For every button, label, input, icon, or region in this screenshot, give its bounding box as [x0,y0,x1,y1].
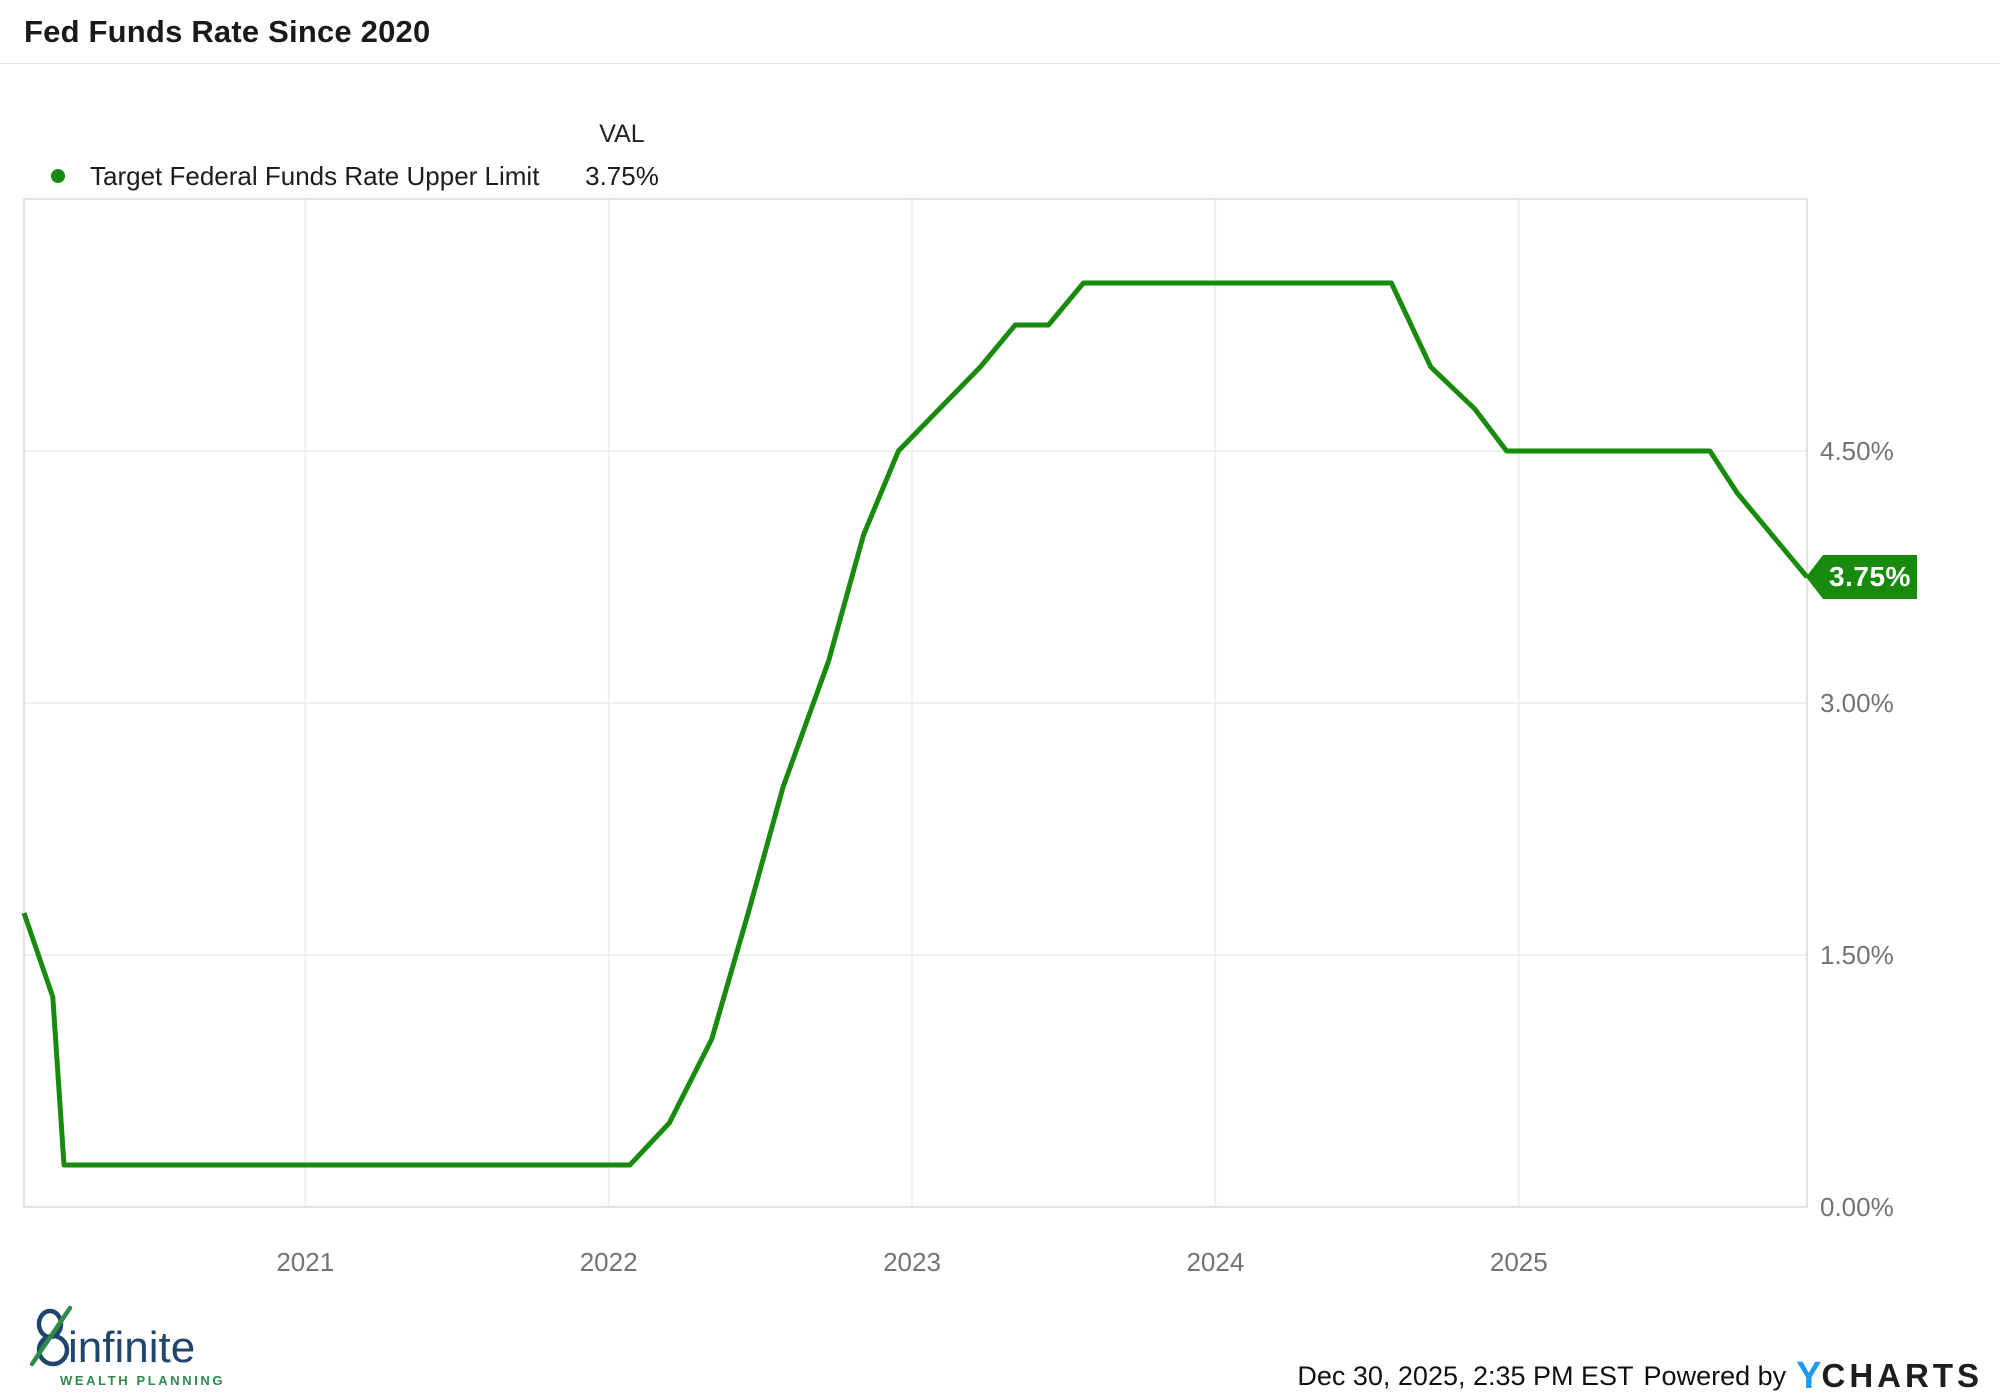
legend-series-label: Target Federal Funds Rate Upper Limit [90,161,540,191]
plot-border [23,198,1808,1208]
infinite-logo-graphic: infinite WEALTH PLANNING [29,1305,225,1388]
y-axis-label: 4.50% [1820,436,1894,466]
y-axis-label: 0.00% [1820,1192,1894,1222]
infinity-dollar-glyph [29,1305,73,1367]
logo-word: infinite [68,1323,195,1372]
timestamp: Dec 30, 2025, 2:35 PM EST [1297,1360,1634,1391]
y-axis-label: 3.00% [1820,688,1894,718]
x-axis-label: 2025 [1489,1247,1548,1277]
ycharts-logo: Y CHARTS [1796,1355,1983,1393]
series-line [21,280,1809,1168]
x-axis-label: 2021 [276,1247,335,1277]
infinite-wealth-planning-logo: infinite WEALTH PLANNING [26,1294,256,1393]
legend-series-value: 3.75% [585,161,659,191]
y-axis-label: 1.50% [1820,940,1894,970]
powered-by-label: Powered by [1643,1360,1787,1391]
page-title: Fed Funds Rate Since 2020 [24,14,431,49]
series-color-dot-icon [51,169,65,183]
title-divider [0,63,2000,64]
footer-attribution: Dec 30, 2025, 2:35 PM EST Powered by Y C… [1297,1355,1983,1393]
last-value-badge-shape [1806,555,1917,599]
ycharts-y-glyph: Y [1796,1354,1822,1393]
x-axis-label: 2024 [1186,1247,1245,1277]
legend-val-header: VAL [599,120,645,148]
ycharts-wordmark: CHARTS [1821,1357,1983,1393]
logo-tagline: WEALTH PLANNING [60,1373,225,1388]
x-axis-label: 2022 [579,1247,638,1277]
x-axis-label: 2023 [883,1247,941,1277]
last-value-badge: 3.75% [1829,561,1911,592]
